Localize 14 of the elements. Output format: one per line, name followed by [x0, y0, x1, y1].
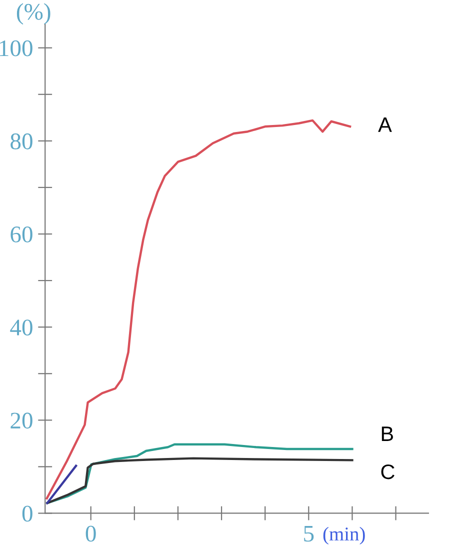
x-axis-title: (min)	[323, 526, 365, 545]
y-tick-label: 0	[22, 506, 32, 522]
y-tick-label: 60	[10, 226, 32, 242]
line-series	[46, 457, 354, 504]
series-label: C	[381, 464, 394, 480]
y-tick-label: 100	[0, 40, 32, 56]
y-tick-label: 80	[10, 133, 32, 150]
line-series	[46, 119, 352, 500]
y-axis-title: (%)	[16, 3, 50, 25]
x-tick-label: 5	[304, 526, 314, 542]
y-tick-label: 40	[10, 320, 32, 336]
series-label: A	[378, 118, 392, 132]
series-label: B	[382, 426, 394, 441]
y-tick-label: 20	[10, 412, 32, 429]
